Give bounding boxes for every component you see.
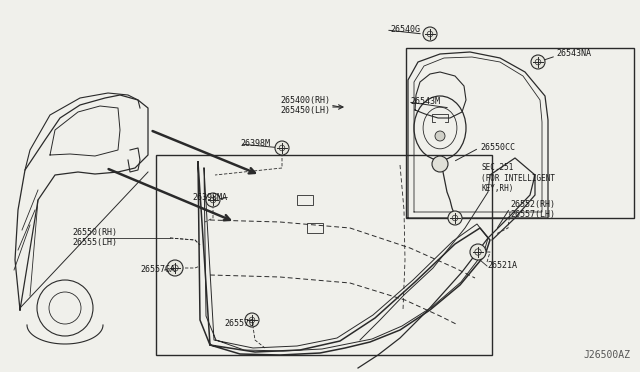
Text: 26557GA: 26557GA bbox=[140, 266, 175, 275]
Text: 26398M: 26398M bbox=[240, 140, 270, 148]
Bar bbox=[297, 195, 313, 205]
Text: 26557G: 26557G bbox=[224, 320, 254, 328]
Circle shape bbox=[275, 141, 289, 155]
Text: 26543M: 26543M bbox=[410, 97, 440, 106]
Text: 26557(LH): 26557(LH) bbox=[510, 209, 555, 218]
Circle shape bbox=[448, 211, 462, 225]
Text: 26543NA: 26543NA bbox=[556, 49, 591, 58]
Circle shape bbox=[206, 193, 220, 207]
Circle shape bbox=[531, 55, 545, 69]
Text: 26540G: 26540G bbox=[390, 26, 420, 35]
Circle shape bbox=[432, 156, 448, 172]
Text: 265400(RH): 265400(RH) bbox=[280, 96, 330, 105]
Text: 26555(LH): 26555(LH) bbox=[72, 238, 117, 247]
Text: 26398MA: 26398MA bbox=[192, 192, 227, 202]
Bar bbox=[156, 155, 492, 355]
Text: J26500AZ: J26500AZ bbox=[583, 350, 630, 360]
Text: 26521A: 26521A bbox=[487, 262, 517, 270]
Circle shape bbox=[423, 27, 437, 41]
Text: (FOR INTELLIGENT: (FOR INTELLIGENT bbox=[481, 173, 555, 183]
Text: 26550(RH): 26550(RH) bbox=[72, 228, 117, 237]
Circle shape bbox=[470, 244, 486, 260]
Circle shape bbox=[435, 131, 445, 141]
Text: 26550CC: 26550CC bbox=[480, 144, 515, 153]
Circle shape bbox=[167, 260, 183, 276]
Text: SEC.251: SEC.251 bbox=[481, 164, 513, 173]
Text: KEY,RH): KEY,RH) bbox=[481, 183, 513, 192]
Bar bbox=[307, 223, 323, 233]
Circle shape bbox=[245, 313, 259, 327]
Text: 26552(RH): 26552(RH) bbox=[510, 199, 555, 208]
Bar bbox=[406, 48, 634, 218]
Text: 265450(LH): 265450(LH) bbox=[280, 106, 330, 115]
